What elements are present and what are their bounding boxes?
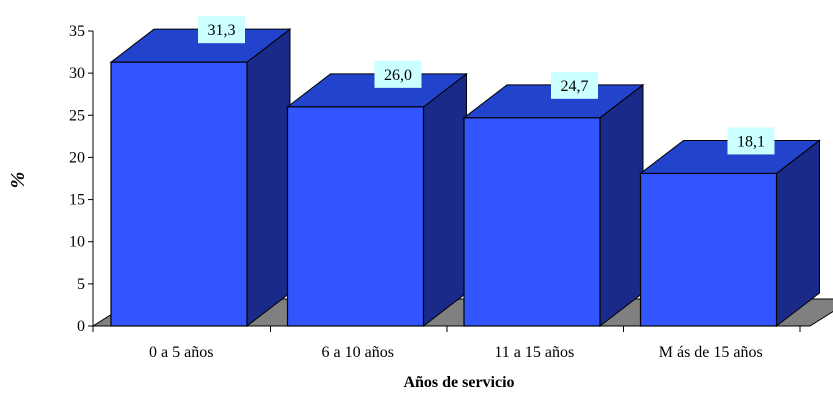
bar bbox=[109, 28, 292, 328]
bar-side bbox=[423, 72, 467, 328]
y-tick-label: 5 bbox=[77, 276, 85, 293]
data-label-box bbox=[551, 71, 598, 99]
data-label-text: 31,3 bbox=[208, 22, 236, 39]
x-axis-title: Años de servicio bbox=[403, 374, 514, 391]
data-label: 26,0 bbox=[374, 60, 422, 88]
x-tick-label: 6 a 10 años bbox=[322, 344, 394, 361]
data-label: 31,3 bbox=[198, 16, 245, 44]
data-label-text: 24,7 bbox=[561, 78, 589, 95]
bar-side bbox=[599, 83, 644, 328]
y-tick-label: 35 bbox=[69, 23, 85, 40]
data-label: 24,7 bbox=[551, 71, 598, 99]
bar bbox=[462, 83, 645, 328]
data-label-text: 26,0 bbox=[384, 67, 412, 84]
y-tick-label: 30 bbox=[69, 65, 85, 82]
bar bbox=[286, 72, 468, 328]
x-tick-label: 0 a 5 años bbox=[149, 344, 213, 361]
y-tick-label: 10 bbox=[69, 234, 85, 251]
bar-front bbox=[463, 117, 601, 327]
bar-front bbox=[110, 61, 248, 327]
x-tick-label: M ás de 15 años bbox=[659, 344, 763, 361]
data-label: 18,1 bbox=[727, 127, 775, 155]
bar bbox=[639, 139, 821, 328]
data-label-box bbox=[374, 60, 422, 88]
y-axis-title: % bbox=[7, 172, 29, 189]
y-tick-label: 20 bbox=[69, 149, 85, 166]
data-label-box bbox=[198, 16, 245, 44]
data-label-box bbox=[727, 127, 775, 155]
x-tick-label: 11 a 15 años bbox=[494, 344, 574, 361]
bar-front bbox=[639, 172, 778, 327]
y-tick-label: 25 bbox=[69, 107, 85, 124]
y-tick-label: 0 bbox=[77, 318, 85, 335]
bar-side bbox=[246, 28, 291, 328]
bar-front bbox=[286, 106, 425, 327]
data-label-text: 18,1 bbox=[737, 133, 765, 150]
y-tick-label: 15 bbox=[69, 192, 85, 209]
